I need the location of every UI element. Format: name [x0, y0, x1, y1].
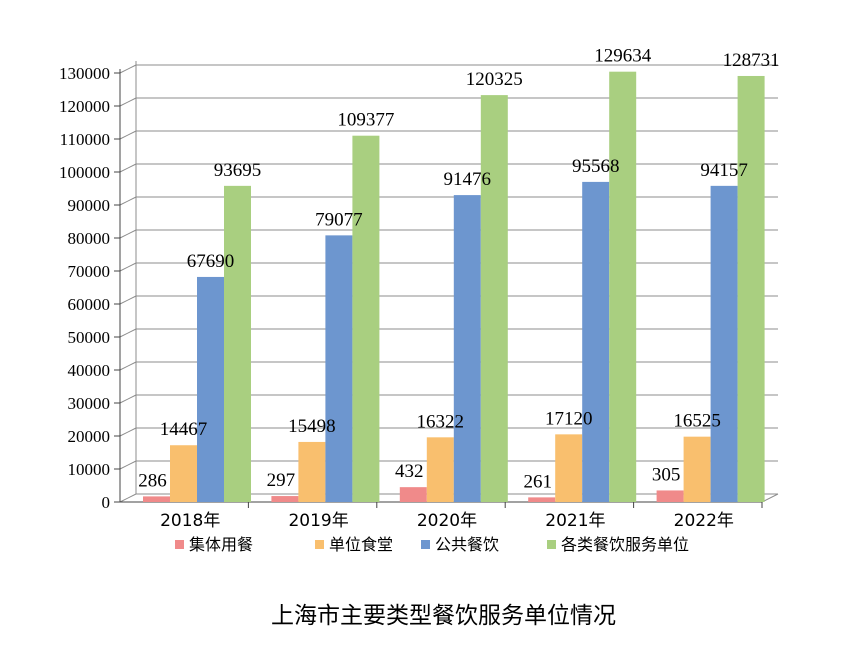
legend-label-4: 各类餐饮服务单位: [561, 535, 689, 554]
y-tick-label: 80000: [68, 229, 111, 248]
bar-3-1: [197, 276, 224, 502]
bar-4-2: [352, 135, 380, 502]
data-label: 67690: [187, 251, 235, 272]
data-labels: 286 14467 67690 93695 297 15498 79077 109377 432…: [138, 46, 779, 493]
legend-label-1: 集体用餐: [189, 535, 253, 554]
y-tick-labels: 0 10000 20000 30000 40000 50000 60000 70000 8000…: [59, 64, 110, 512]
legend-label-2: 单位食堂: [329, 535, 393, 554]
data-label: 95568: [572, 156, 620, 177]
y-tick-label: 10000: [68, 460, 111, 479]
chart-caption: 上海市主要类型餐饮服务单位情况: [271, 603, 616, 629]
data-label: 120325: [466, 69, 523, 90]
y-tick-label: 60000: [68, 295, 111, 314]
data-label: 94157: [700, 160, 748, 181]
gridline-diagonal: [119, 97, 137, 107]
data-label: 15498: [288, 416, 336, 437]
bar-2-3: [426, 437, 454, 502]
bars: [143, 71, 765, 503]
data-label: 79077: [315, 209, 363, 230]
data-label: 17120: [545, 408, 593, 429]
data-label: 286: [138, 470, 167, 491]
bar-2-4: [555, 434, 583, 502]
gridline-diagonal: [119, 262, 137, 272]
y-tick-label: 120000: [59, 97, 110, 116]
y-tick-label: 130000: [59, 64, 110, 83]
gridline-diagonal: [119, 361, 137, 371]
y-tick-label: 20000: [68, 427, 111, 446]
gridline-diagonal: [119, 295, 137, 305]
y-tick-label: 50000: [68, 328, 111, 347]
data-label: 261: [523, 471, 552, 492]
legend-swatch-4: [547, 540, 556, 549]
gridline-diagonal: [119, 64, 137, 74]
gridline-diagonal: [119, 229, 137, 239]
gridline-diagonal: [119, 394, 137, 404]
gridline-diagonal: [119, 460, 137, 470]
data-label: 305: [652, 464, 681, 485]
bar-3-4: [582, 181, 610, 502]
y-tick-label: 30000: [68, 394, 111, 413]
legend-swatch-1: [175, 540, 184, 549]
legend-label-3: 公共餐饮: [435, 535, 499, 554]
x-tick-label: 2020年: [417, 511, 477, 531]
legend-swatch-3: [421, 540, 430, 549]
bar-1-5: [656, 490, 684, 502]
bar-1-3: [399, 487, 427, 502]
data-label: 91476: [444, 169, 492, 190]
data-label: 128731: [723, 50, 780, 71]
x-tick-label: 2018年: [160, 511, 220, 531]
data-label: 16525: [673, 411, 721, 432]
data-label: 93695: [214, 160, 262, 181]
legend: 集体用餐 单位食堂 公共餐饮 各类餐饮服务单位: [175, 535, 689, 554]
gridline-diagonal: [119, 196, 137, 206]
gridline-diagonal: [119, 163, 137, 173]
bar-1-4: [528, 497, 556, 502]
bar-1-1: [143, 496, 170, 502]
y-tick-label: 90000: [68, 196, 111, 215]
y-tick-label: 100000: [59, 163, 110, 182]
floor-right: [761, 493, 779, 503]
y-tick-label: 40000: [68, 361, 111, 380]
x-tick-labels: 2018年 2019年 2020年 2021年 2022年: [160, 511, 734, 531]
data-label: 14467: [160, 419, 208, 440]
bar-4-5: [737, 75, 765, 502]
bar-1-2: [271, 496, 299, 502]
bar-3-2: [325, 235, 353, 503]
x-tick-label: 2019年: [288, 511, 348, 531]
gridline-diagonal: [119, 427, 137, 437]
bar-2-1: [170, 445, 197, 502]
gridline-diagonal: [119, 130, 137, 140]
data-label: 129634: [594, 46, 652, 67]
y-tick-label: 0: [102, 493, 111, 512]
gridline-diagonal: [119, 328, 137, 338]
bar-2-2: [298, 441, 326, 502]
x-tick-label: 2022年: [674, 511, 734, 531]
x-tick-label: 2021年: [545, 511, 605, 531]
bar-3-5: [710, 185, 738, 503]
legend-swatch-2: [315, 540, 324, 549]
floor-edge: [119, 493, 137, 503]
data-label: 16322: [417, 411, 465, 432]
bar-4-3: [480, 95, 508, 503]
y-tick-label: 110000: [60, 130, 110, 149]
bar-3-3: [453, 195, 481, 502]
bar-2-5: [683, 436, 711, 502]
data-label: 297: [267, 470, 296, 491]
y-tick-label: 70000: [68, 262, 111, 281]
data-label: 432: [395, 461, 424, 482]
bar-4-1: [224, 185, 251, 503]
data-label: 109377: [337, 110, 394, 131]
bar-4-4: [609, 71, 637, 503]
